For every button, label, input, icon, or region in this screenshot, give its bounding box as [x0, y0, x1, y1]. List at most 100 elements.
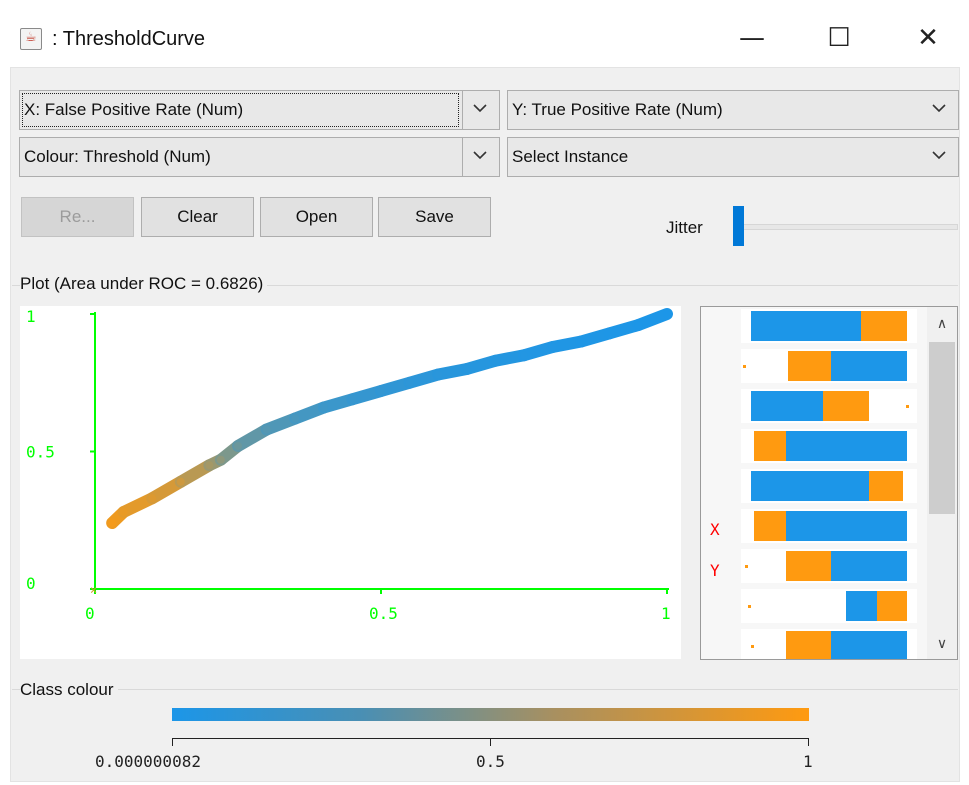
matrix-bar-segment	[754, 511, 786, 541]
matrix-bar-segment	[861, 311, 907, 341]
matrix-bar-segment	[877, 591, 907, 621]
matrix-bar-segment	[786, 431, 907, 461]
roc-point	[520, 351, 528, 360]
matrix-bar-segment	[831, 351, 907, 381]
legend-tick-max	[808, 738, 809, 746]
chevron-down-icon	[932, 151, 946, 160]
roc-plot-svg: × 0 0.5 1 0 0.5 1	[26, 307, 673, 623]
roc-point	[348, 395, 357, 404]
roc-point	[577, 337, 586, 346]
roc-point	[119, 508, 128, 516]
matrix-y-label: Y	[710, 561, 720, 580]
java-cup-icon: ☕	[20, 28, 42, 50]
class-colour-group-border	[12, 689, 958, 690]
matrix-point	[748, 605, 751, 608]
reset-button[interactable]: Re...	[21, 197, 134, 237]
jitter-label: Jitter	[666, 218, 703, 237]
title-bar: ☕ : ThresholdCurve — ☐ ✕	[0, 0, 969, 66]
y-tick-label: 1	[26, 307, 36, 326]
matrix-bar-segment	[786, 631, 831, 659]
chevron-down-icon	[473, 104, 487, 113]
combo-separator	[462, 138, 463, 176]
matrix-bar-segment	[846, 591, 877, 621]
x-axis-select-value: X: False Positive Rate (Num)	[24, 100, 244, 119]
x-tick-label: 1	[661, 604, 671, 623]
matrix-x-label: X	[710, 520, 720, 539]
roc-point	[148, 494, 157, 503]
roc-point	[434, 370, 443, 379]
matrix-bar-segment	[786, 511, 907, 541]
scroll-down-icon[interactable]: ∨	[936, 636, 948, 652]
roc-curve	[106, 308, 673, 529]
instance-select-value: Select Instance	[512, 147, 629, 166]
open-button[interactable]: Open	[260, 197, 373, 237]
chevron-down-icon	[473, 151, 487, 160]
minimize-button[interactable]: —	[739, 23, 765, 53]
y-axis-select[interactable]: Y: True Positive Rate (Num)	[507, 90, 959, 130]
legend-mid-label: 0.5	[476, 752, 505, 771]
legend-min-label: 0.000000082	[95, 752, 201, 771]
matrix-bar-segment	[786, 551, 831, 581]
jitter-slider-track[interactable]	[736, 224, 958, 230]
roc-point	[605, 329, 614, 338]
window-title: : ThresholdCurve	[52, 28, 206, 50]
matrix-bar-segment	[811, 311, 861, 341]
close-button[interactable]: ✕	[917, 23, 939, 53]
instance-select[interactable]: Select Instance	[507, 137, 959, 177]
y-tick-label: 0	[26, 574, 36, 593]
matrix-bar-segment	[754, 431, 786, 461]
roc-point	[634, 321, 643, 329]
colour-legend-bar	[172, 708, 809, 721]
matrix-bar-segment	[823, 391, 869, 421]
matrix-bar-segment	[831, 631, 907, 659]
roc-point	[262, 425, 271, 434]
matrix-bar-segment	[831, 551, 907, 581]
matrix-bar-segment	[869, 471, 903, 501]
x-tick-label: 0.5	[369, 604, 398, 623]
matrix-point	[906, 405, 909, 408]
y-tick-label: 0.5	[26, 443, 55, 462]
scroll-up-icon[interactable]: ∧	[936, 316, 948, 332]
roc-point	[176, 477, 185, 486]
legend-max-label: 1	[803, 752, 813, 771]
save-button[interactable]: Save	[378, 197, 491, 237]
matrix-bar-segment	[788, 351, 831, 381]
legend-tick-min	[172, 738, 173, 746]
roc-point	[205, 461, 214, 470]
roc-point	[663, 310, 671, 318]
legend-tick-mid	[490, 738, 491, 746]
roc-point	[491, 356, 500, 365]
origin-marker: ×	[90, 583, 97, 597]
matrix-bar-segment	[751, 391, 823, 421]
jitter-slider-thumb[interactable]	[733, 206, 744, 246]
attribute-bars	[741, 309, 917, 659]
colour-select[interactable]: Colour: Threshold (Num)	[19, 137, 500, 177]
plot-title: Plot (Area under ROC = 0.6826)	[20, 274, 268, 294]
roc-point	[319, 403, 328, 412]
y-axis-select-value: Y: True Positive Rate (Num)	[512, 100, 723, 119]
matrix-bar-segment	[751, 311, 811, 341]
chevron-down-icon	[932, 104, 946, 113]
roc-point	[405, 378, 414, 387]
roc-plot[interactable]: × 0 0.5 1 0 0.5 1	[20, 306, 681, 659]
focus-ring	[22, 93, 459, 127]
clear-button[interactable]: Clear	[141, 197, 254, 237]
class-colour-title: Class colour	[20, 680, 118, 700]
scroll-thumb[interactable]	[929, 342, 955, 514]
matrix-point	[745, 565, 748, 568]
x-tick-label: 0	[85, 604, 95, 623]
maximize-button[interactable]: ☐	[827, 23, 851, 53]
roc-point	[291, 414, 300, 423]
plot-tick-labels: 0 0.5 1 0 0.5 1	[26, 307, 671, 623]
matrix-scrollbar[interactable]: ∧ ∨	[927, 307, 957, 659]
roc-point	[108, 519, 117, 527]
roc-point	[377, 387, 385, 395]
plot-group-border	[12, 285, 958, 286]
roc-point	[234, 442, 242, 450]
roc-point	[548, 343, 557, 351]
combo-separator	[462, 91, 463, 129]
attribute-matrix-panel[interactable]	[700, 306, 958, 660]
plot-axes: ×	[90, 312, 669, 597]
x-axis-select[interactable]: X: False Positive Rate (Num)	[19, 90, 500, 130]
colour-select-value: Colour: Threshold (Num)	[24, 147, 211, 166]
